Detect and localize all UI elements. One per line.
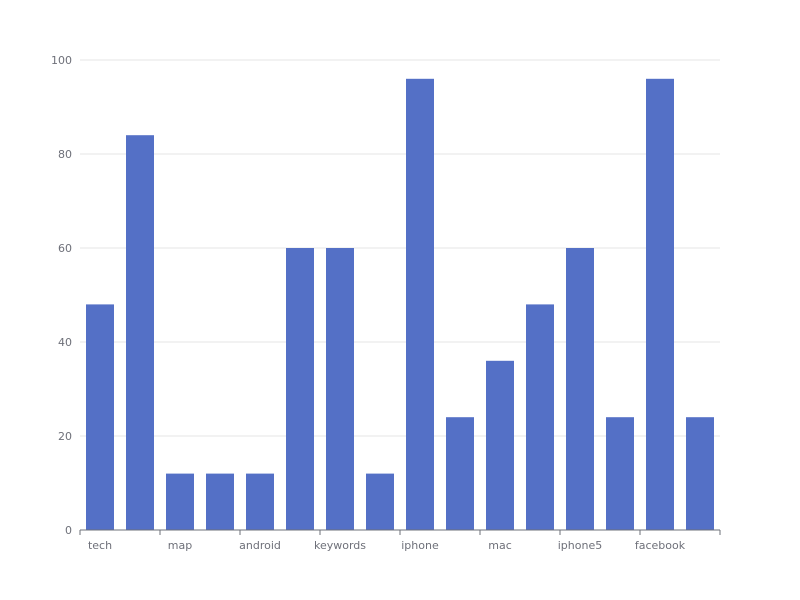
bar: [406, 78, 434, 531]
bar: [366, 473, 394, 530]
bar: [86, 304, 114, 530]
y-tick-label: 100: [51, 54, 72, 67]
x-tick-label: facebook: [635, 539, 686, 552]
x-tick-label: mac: [488, 539, 512, 552]
y-tick-label: 80: [58, 148, 72, 161]
bar: [686, 417, 714, 530]
bar: [646, 78, 674, 531]
x-tick-label: iphone5: [558, 539, 602, 552]
gridlines: [80, 59, 720, 437]
bar: [446, 417, 474, 530]
y-tick-label: 60: [58, 242, 72, 255]
x-axis: tech map android keywords iphone mac iphone5 fa…: [79, 529, 721, 552]
bar: [206, 473, 234, 530]
bar: [126, 135, 154, 530]
y-tick-label: 20: [58, 430, 72, 443]
y-axis: 0 20 40 60 80 100: [51, 54, 72, 537]
bar: [526, 304, 554, 530]
x-tick-label: android: [239, 539, 281, 552]
bar: [286, 248, 314, 530]
bar: [606, 417, 634, 530]
x-tick-label: tech: [88, 539, 112, 552]
bar: [166, 473, 194, 530]
bar: [486, 360, 514, 530]
x-tick-label: keywords: [314, 539, 366, 552]
bar: [246, 473, 274, 530]
x-tick-label: iphone: [401, 539, 439, 552]
bars: [86, 78, 714, 531]
y-tick-label: 40: [58, 336, 72, 349]
bar: [326, 248, 354, 530]
bar: [566, 248, 594, 530]
x-tick-label: map: [168, 539, 192, 552]
y-tick-label: 0: [65, 524, 72, 537]
